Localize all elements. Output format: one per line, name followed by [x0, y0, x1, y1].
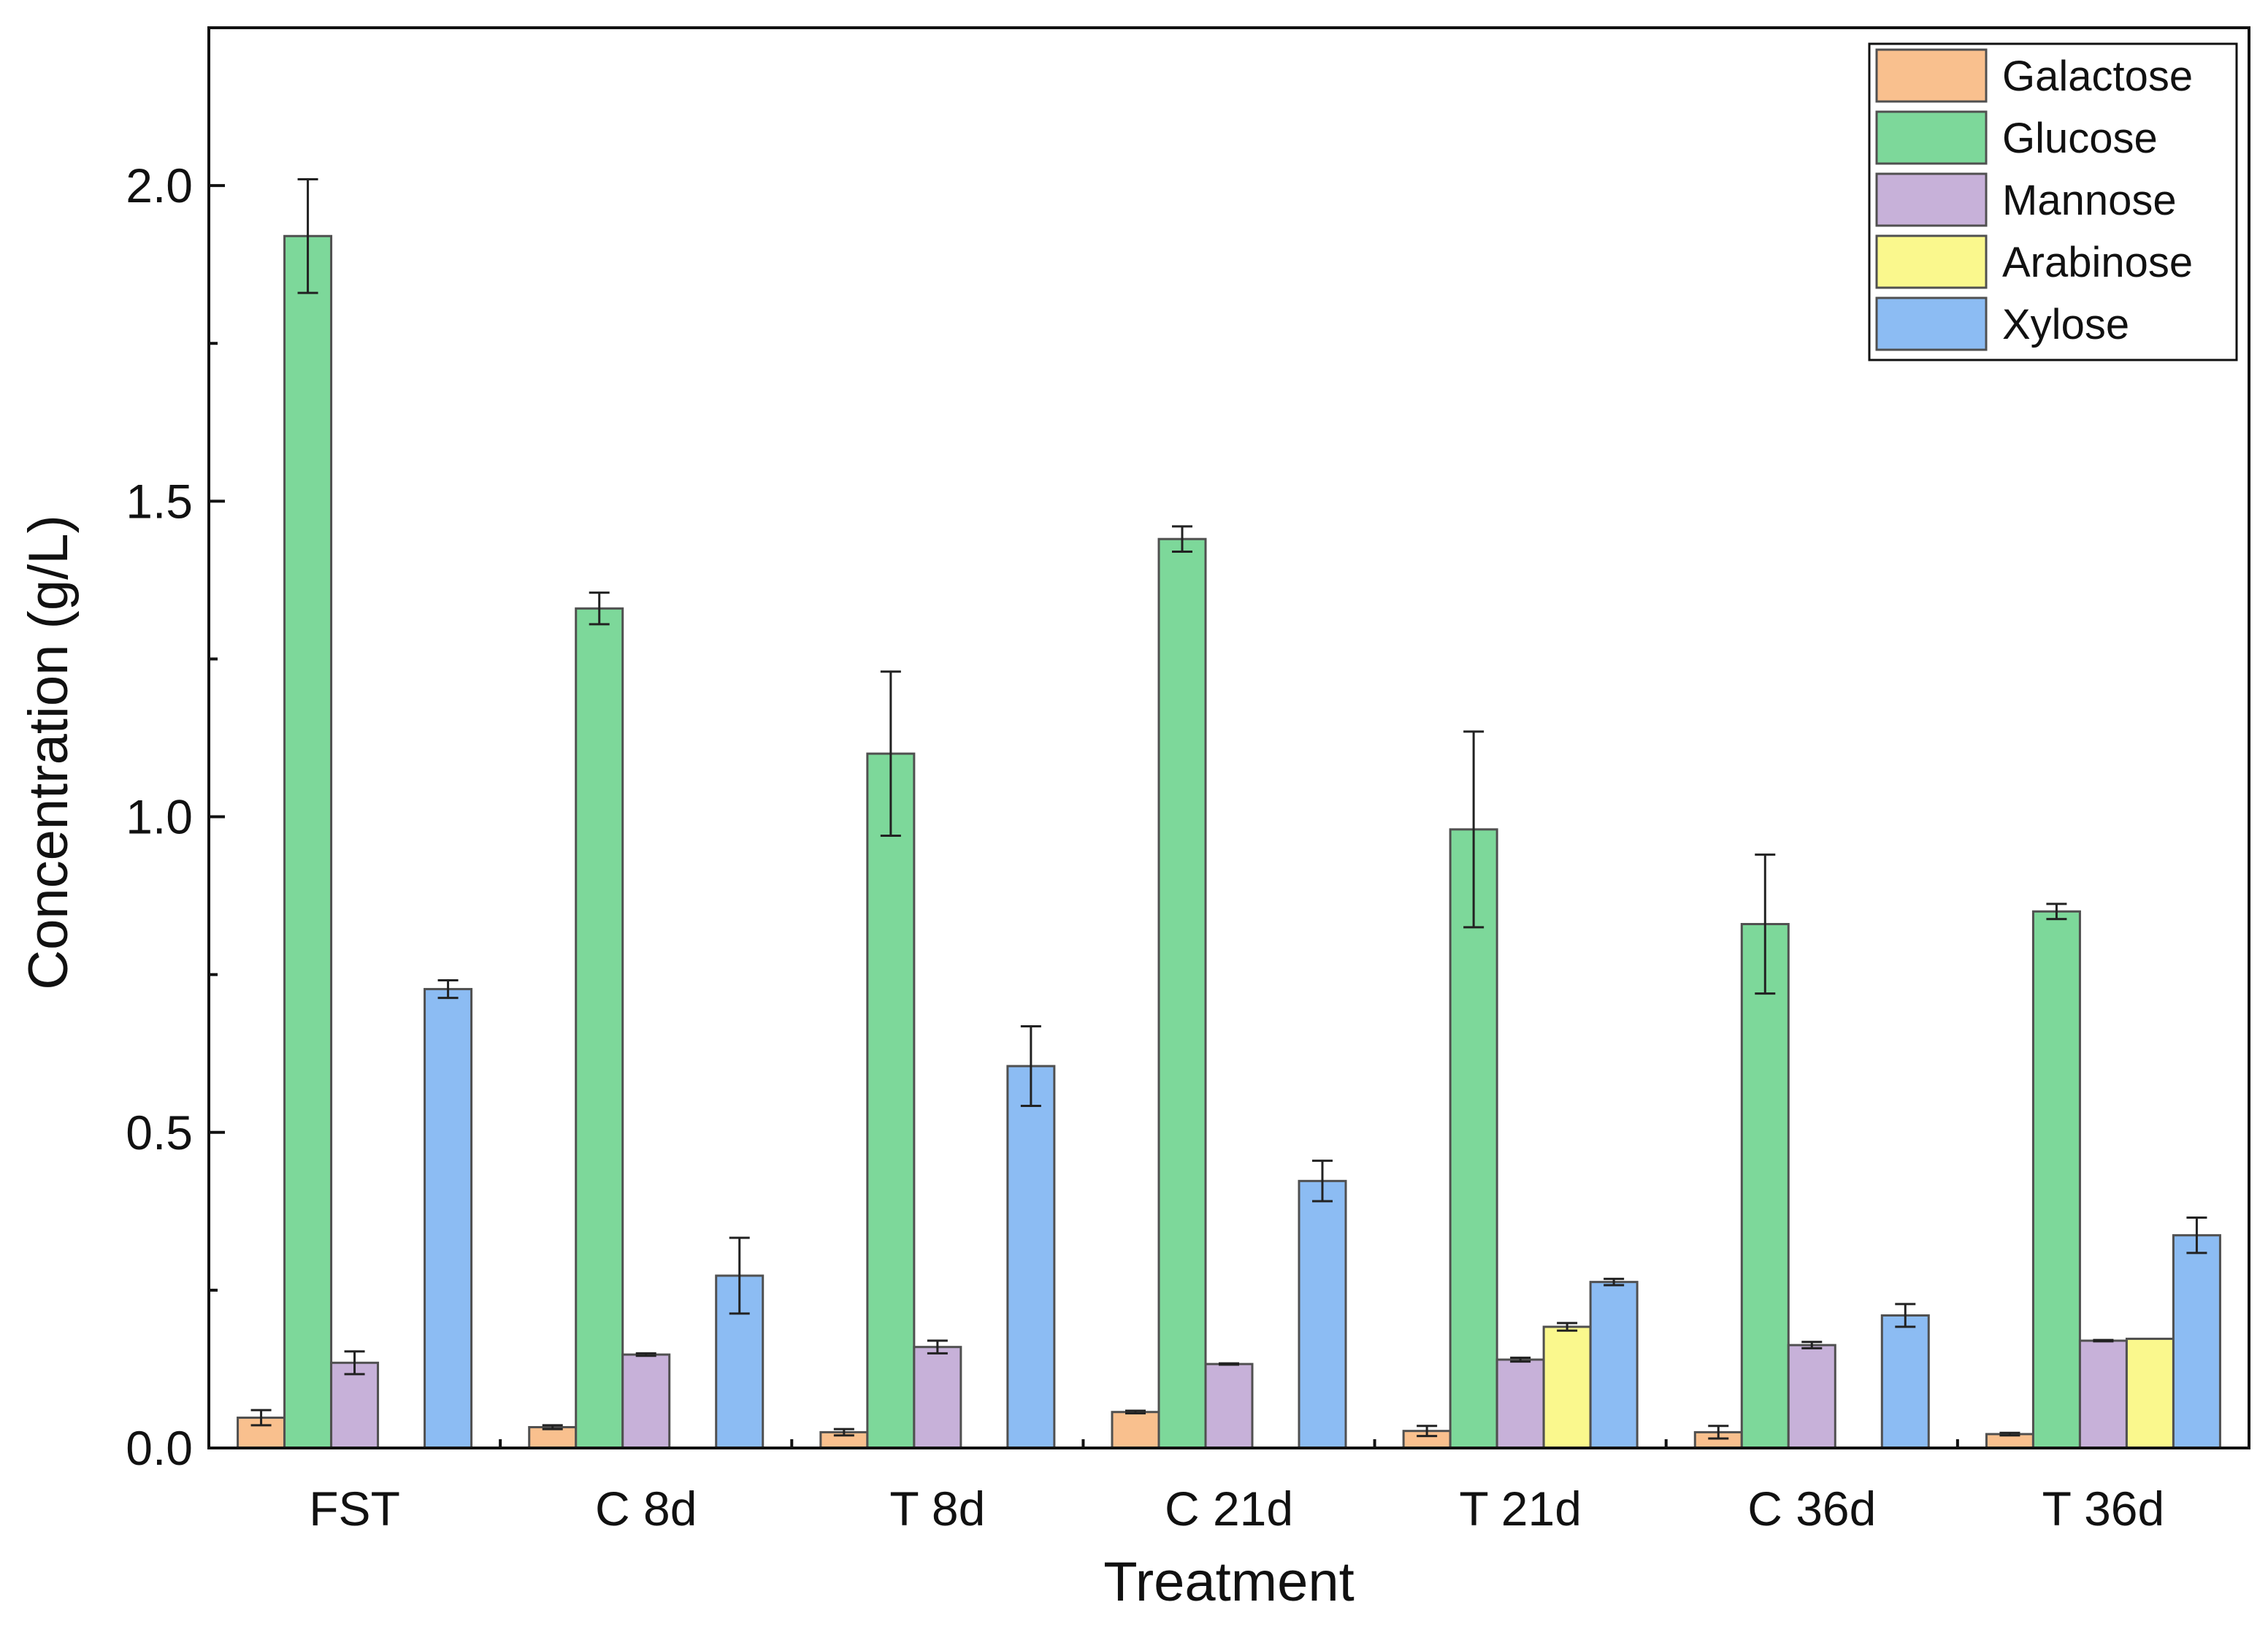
y-tick-label: 2.0: [126, 158, 193, 212]
bar-xylose-c36d: [1880, 1314, 1930, 1449]
legend-label-glucose: Glucose: [2002, 115, 2158, 162]
bar-glucose-fst: [283, 234, 333, 1449]
bar-xylose-t21d: [1589, 1281, 1639, 1449]
x-tick-label: T 21d: [1459, 1482, 1582, 1536]
bar-mannose-c8d: [621, 1353, 671, 1449]
x-tick-label: C 36d: [1747, 1482, 1876, 1536]
bar-glucose-t8d: [866, 752, 916, 1449]
bar-arabinose-t21d: [1542, 1325, 1592, 1449]
legend-swatch-xylose: [1875, 296, 1988, 351]
bar-xylose-c21d: [1298, 1179, 1347, 1449]
bar-xylose-t8d: [1006, 1065, 1056, 1449]
legend-swatch-galactose: [1875, 48, 1988, 103]
legend-swatch-glucose: [1875, 110, 1988, 165]
bar-mannose-t21d: [1495, 1358, 1545, 1449]
legend-label-galactose: Galactose: [2002, 53, 2193, 100]
x-tick-label: C 21d: [1165, 1482, 1293, 1536]
bar-xylose-t36d: [2172, 1234, 2221, 1449]
bar-mannose-c36d: [1787, 1344, 1836, 1449]
legend-label-arabinose: Arabinose: [2002, 239, 2193, 286]
y-tick-label: 0.5: [126, 1106, 193, 1160]
bar-mannose-t36d: [2078, 1339, 2128, 1449]
bar-glucose-t36d: [2031, 910, 2081, 1449]
legend-swatch-arabinose: [1875, 234, 1988, 289]
y-tick-label: 1.0: [126, 790, 193, 844]
x-tick-label: T 36d: [2042, 1482, 2165, 1536]
x-tick-label: T 8d: [889, 1482, 985, 1536]
bar-glucose-c8d: [575, 607, 624, 1449]
bar-galactose-c21d: [1111, 1411, 1160, 1449]
bar-galactose-c8d: [528, 1425, 578, 1449]
y-tick-label: 0.0: [126, 1421, 193, 1475]
y-tick-label: 1.5: [126, 474, 193, 528]
bar-mannose-fst: [330, 1361, 380, 1449]
bar-glucose-c36d: [1740, 923, 1790, 1449]
bar-arabinose-t36d: [2125, 1337, 2175, 1449]
x-tick-label: FST: [309, 1482, 400, 1536]
bar-glucose-c21d: [1157, 537, 1207, 1449]
legend-label-xylose: Xylose: [2002, 301, 2129, 348]
legend-swatch-mannose: [1875, 172, 1988, 227]
x-axis-title: Treatment: [1103, 1551, 1355, 1613]
bar-mannose-c21d: [1204, 1363, 1254, 1449]
legend-label-mannose: Mannose: [2002, 177, 2177, 224]
plot-frame: [207, 26, 2250, 1449]
bar-mannose-t8d: [913, 1346, 962, 1449]
x-tick-label: C 8d: [595, 1482, 697, 1536]
y-axis-title: Concentration (g/L): [18, 515, 80, 990]
bar-xylose-fst: [424, 988, 473, 1449]
